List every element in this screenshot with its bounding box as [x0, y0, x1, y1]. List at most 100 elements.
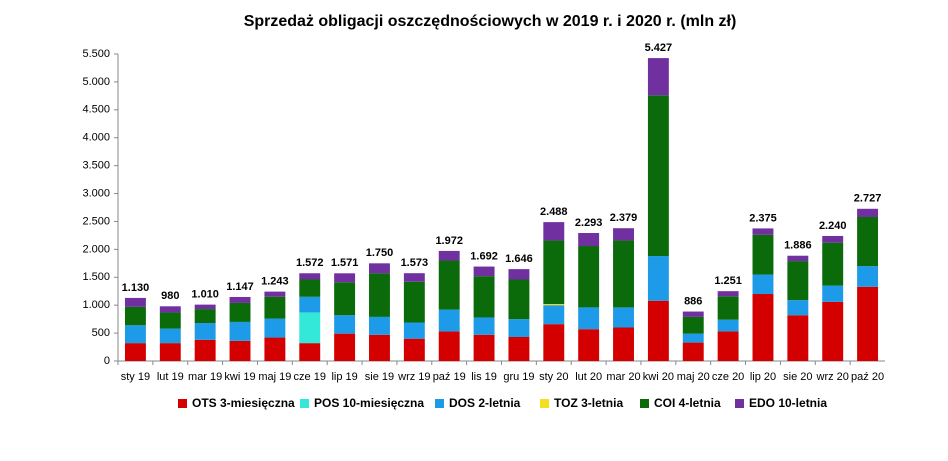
total-label: 2.375	[749, 212, 777, 224]
bar-segment	[613, 327, 634, 361]
y-tick-label: 0	[104, 355, 110, 367]
legend-swatch	[640, 399, 649, 408]
x-tick-label: mar 19	[188, 371, 222, 383]
x-tick-label: lis 19	[471, 371, 497, 383]
bar-segment	[543, 304, 565, 306]
bar-segment	[613, 240, 634, 308]
bar-segment	[752, 234, 774, 275]
total-label: 1.010	[191, 289, 219, 301]
bar-segment	[124, 343, 146, 361]
bar-segment	[857, 266, 879, 287]
bar-segment	[717, 296, 739, 320]
bar-segment	[822, 301, 844, 361]
legend-label: TOZ 3-letnia	[554, 396, 623, 410]
x-tick-label: sie 20	[783, 371, 812, 383]
bar-segment	[229, 296, 251, 303]
y-tick-label: 500	[92, 327, 110, 339]
y-tick-label: 2.500	[82, 215, 110, 227]
bar-segment	[124, 325, 146, 344]
bar-segment	[822, 285, 844, 302]
y-tick-label: 2.000	[82, 243, 110, 255]
bar-segment	[787, 255, 809, 262]
bar-segment	[438, 331, 460, 361]
bar-segment	[647, 300, 669, 361]
bar-segment	[194, 323, 216, 340]
bar-segment	[682, 342, 704, 361]
x-tick-label: sie 19	[365, 371, 394, 383]
bar-segment	[508, 279, 530, 320]
bar-segment	[578, 233, 600, 247]
x-tick-label: paź 20	[851, 371, 884, 383]
x-tick-label: kwi 20	[643, 371, 674, 383]
bar-segment	[334, 282, 356, 316]
total-label: 886	[684, 295, 702, 307]
bar-segment	[857, 286, 879, 361]
bar-segment	[264, 337, 286, 361]
total-label: 1.571	[331, 257, 359, 269]
bar-segment	[543, 240, 565, 305]
bar-segment	[473, 266, 495, 277]
bar-segment	[508, 269, 530, 280]
total-label: 2.379	[610, 212, 638, 224]
legend-swatch	[540, 399, 549, 408]
bar-segment	[752, 294, 774, 361]
total-label: 1.572	[296, 257, 324, 269]
x-tick-label: paź 19	[433, 371, 466, 383]
bar-segment	[403, 281, 425, 323]
bar-segment	[438, 309, 460, 332]
y-tick-label: 1.000	[82, 299, 110, 311]
bar-segment	[369, 334, 390, 361]
bar-segment	[682, 333, 704, 343]
bar-segment	[334, 273, 356, 283]
legend-label: COI 4-letnia	[654, 396, 721, 410]
bar-segment	[787, 300, 809, 316]
bar-segment	[578, 329, 600, 361]
bar-segment	[822, 235, 844, 243]
x-tick-label: lut 19	[157, 371, 184, 383]
bar-segment	[613, 307, 634, 328]
bar-segment	[752, 274, 774, 295]
total-label: 2.293	[575, 217, 603, 229]
bar-segment	[787, 315, 809, 361]
bar-segment	[159, 343, 181, 361]
legend-swatch	[178, 399, 187, 408]
bar-segment	[229, 340, 251, 361]
legend-swatch	[300, 399, 309, 408]
bar-segment	[508, 319, 530, 337]
bar-segment	[752, 228, 774, 235]
x-tick-label: wrz 20	[816, 371, 849, 383]
bar-segment	[403, 273, 425, 282]
x-tick-label: kwi 19	[224, 371, 255, 383]
legend-label: POS 10-miesięczna	[314, 396, 424, 410]
bar-segment	[264, 318, 286, 338]
bar-segment	[438, 260, 460, 310]
x-tick-label: wrz 19	[397, 371, 430, 383]
bar-segment	[124, 297, 146, 307]
total-label: 1.692	[470, 250, 498, 262]
bar-segment	[857, 208, 879, 217]
bar-segment	[543, 222, 565, 241]
x-tick-label: cze 20	[712, 371, 744, 383]
bar-segment	[473, 276, 495, 318]
bar-segment	[717, 319, 739, 332]
bar-segment	[682, 311, 704, 317]
x-tick-label: gru 19	[503, 371, 534, 383]
bar-segment	[229, 302, 251, 322]
y-tick-label: 5.000	[82, 76, 110, 88]
x-tick-label: cze 19	[294, 371, 326, 383]
bar-segment	[299, 312, 321, 344]
legend-swatch	[435, 399, 444, 408]
legend-label: OTS 3-miesięczna	[192, 396, 295, 410]
total-label: 5.427	[645, 42, 673, 54]
bar-segment	[647, 256, 669, 301]
bar-segment	[438, 250, 460, 261]
bar-segment	[543, 305, 565, 325]
bar-segment	[403, 338, 425, 361]
bar-segment	[299, 343, 321, 361]
total-label: 2.488	[540, 206, 568, 218]
bar-segment	[403, 322, 425, 339]
total-label: 1.130	[122, 282, 150, 294]
total-label: 1.147	[226, 281, 254, 293]
